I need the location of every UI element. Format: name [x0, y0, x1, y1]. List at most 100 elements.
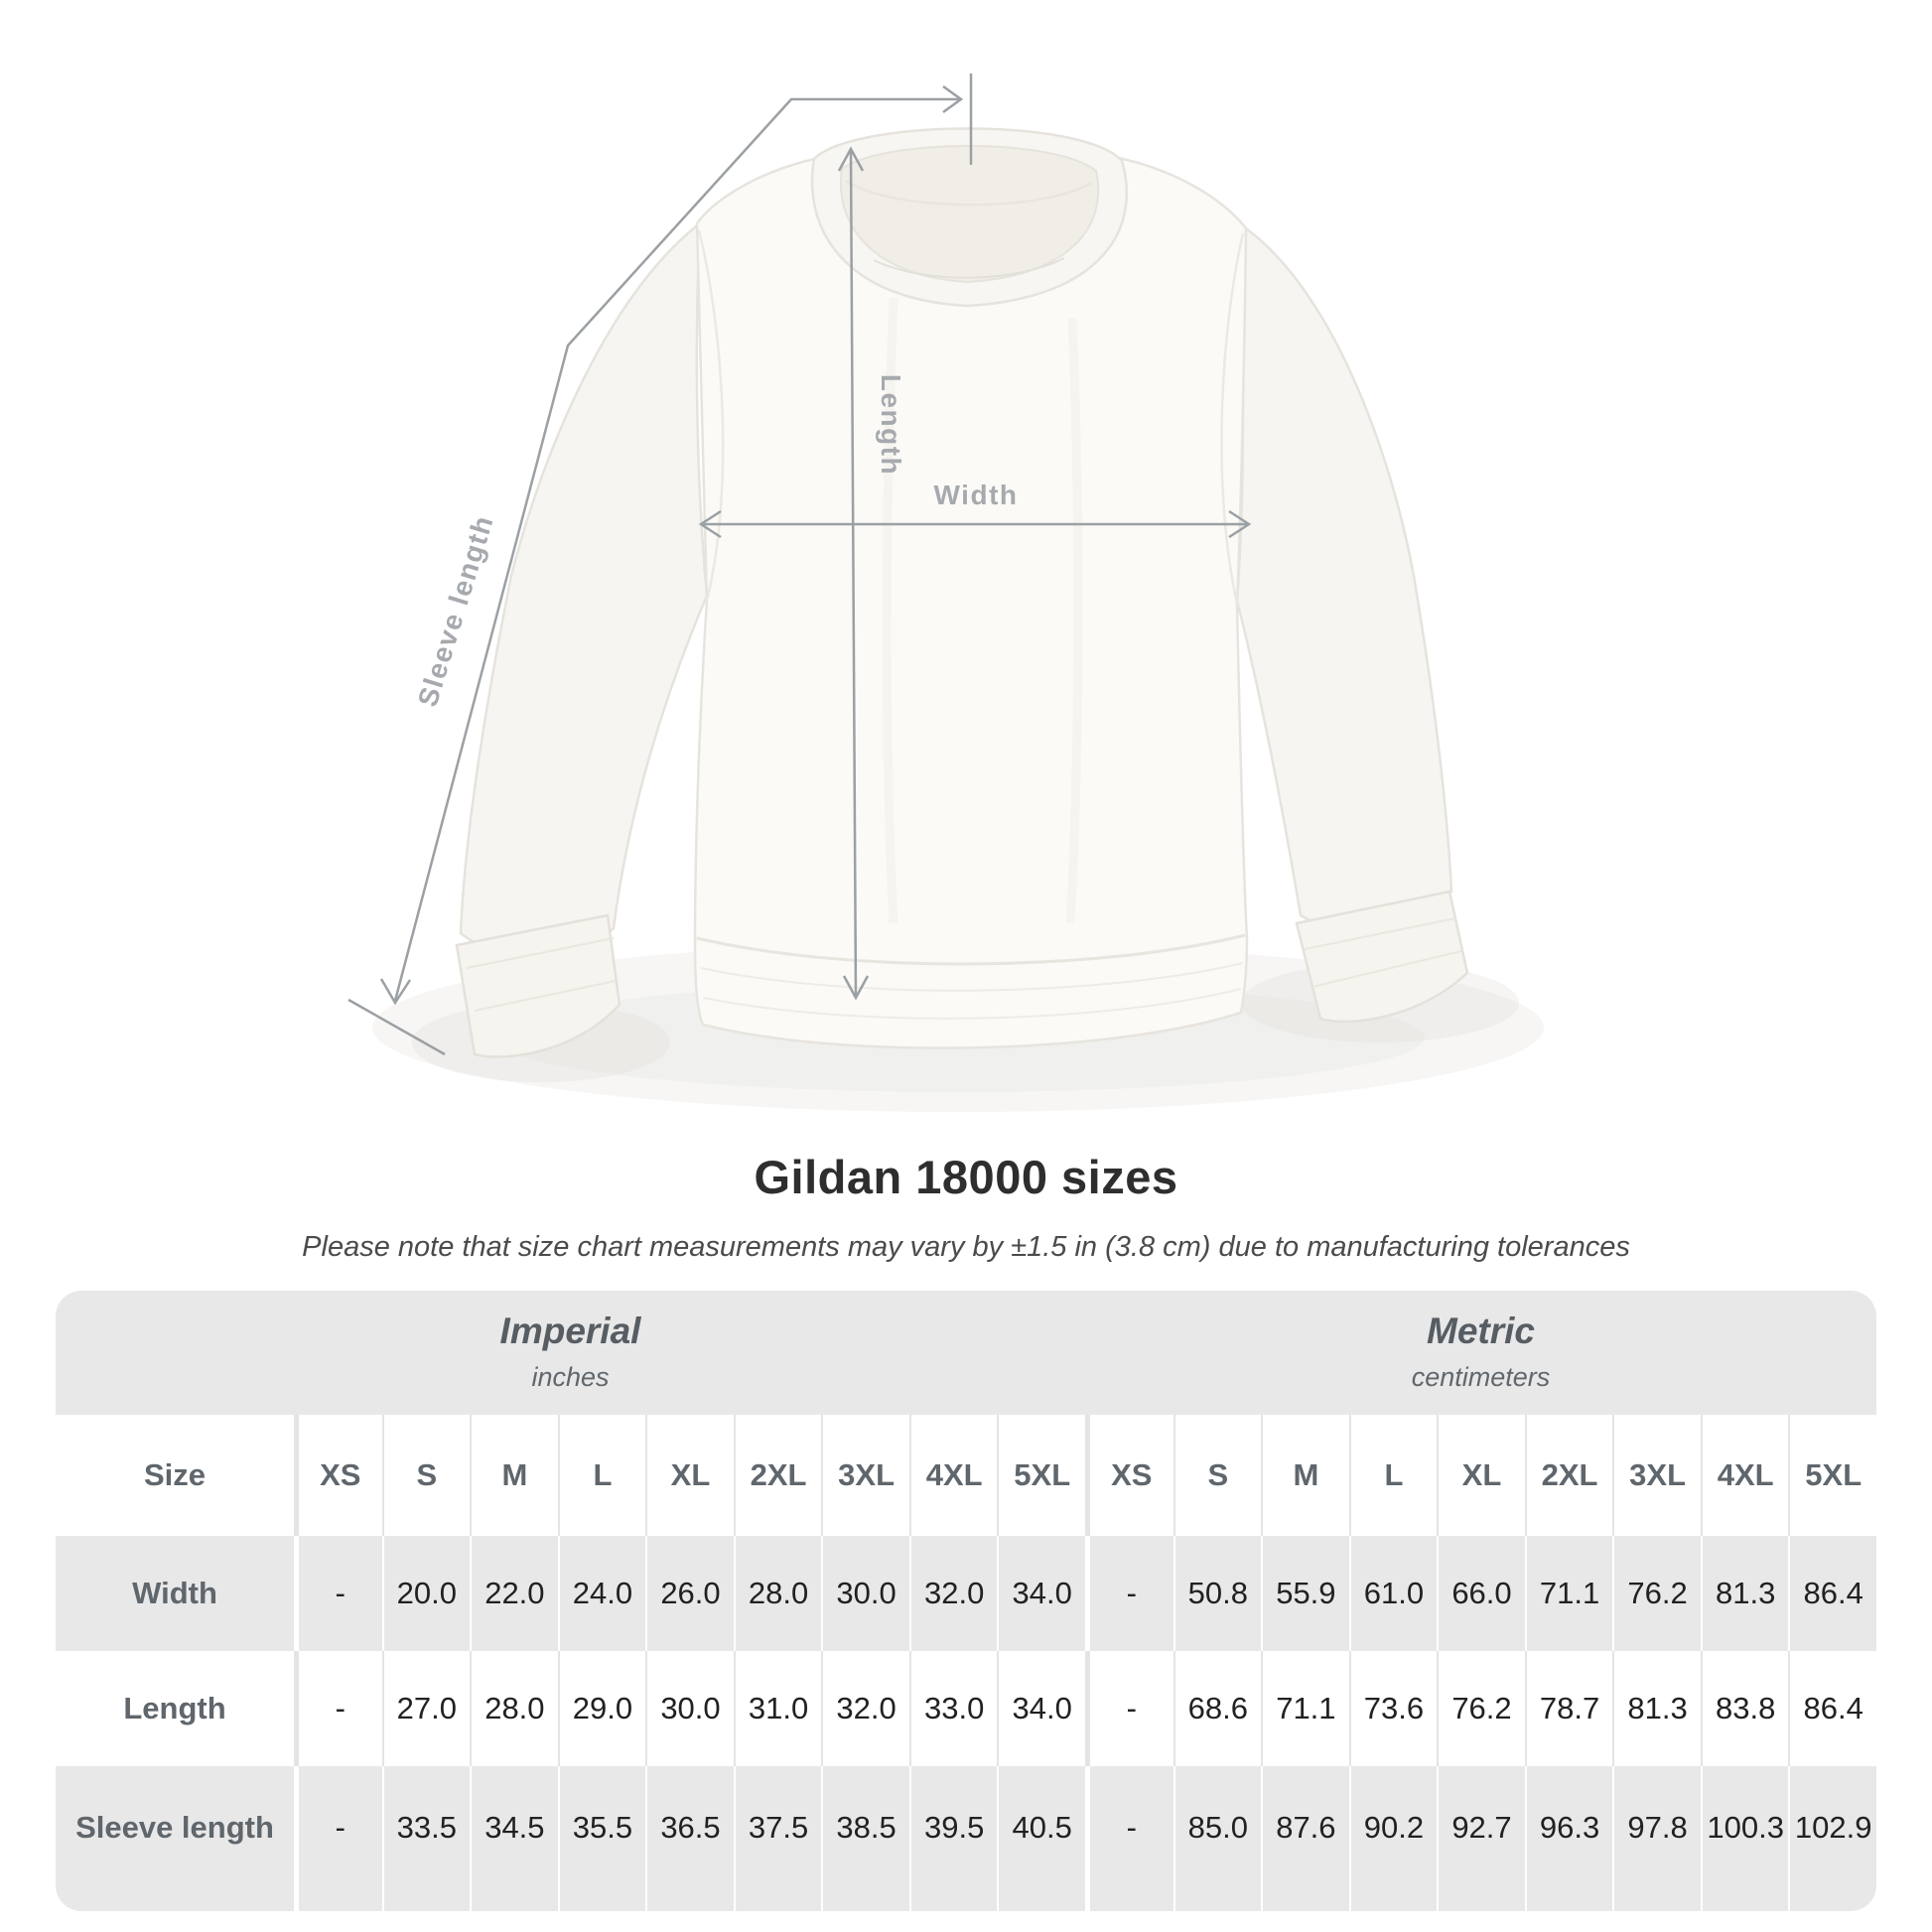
measurement-value: 61.0: [1348, 1536, 1438, 1651]
length-measure-line: [837, 146, 870, 1001]
right-armhole-seam: [1220, 232, 1245, 605]
measurement-value: -: [294, 1766, 382, 1911]
measurement-value: 20.0: [381, 1536, 471, 1651]
width-measure-line: [698, 509, 1252, 539]
size-col-header: S: [1173, 1415, 1262, 1536]
measurement-value: 83.8: [1700, 1651, 1789, 1766]
measurement-value: 96.3: [1524, 1766, 1613, 1911]
imperial-section-unit: inches: [531, 1362, 610, 1392]
measurement-value: 102.9: [1788, 1766, 1876, 1911]
table-row: Sleeve length -33.5 34.5 35.5 36.5 37.5 38.5 39…: [56, 1766, 1876, 1911]
waistband: [696, 933, 1246, 966]
size-col-header: 5XL: [997, 1415, 1085, 1536]
left-cuff: [455, 913, 621, 1058]
measurement-value: 28.0: [470, 1651, 558, 1766]
measurement-value: 100.3: [1700, 1766, 1789, 1911]
row-label: Sleeve length: [75, 1810, 274, 1845]
size-col-header: L: [1348, 1415, 1438, 1536]
left-armhole-seam: [697, 229, 725, 602]
size-col-header: L: [557, 1415, 646, 1536]
right-sleeve: [1235, 223, 1453, 932]
measurement-value: 33.5: [381, 1766, 471, 1911]
row-label: Width: [132, 1576, 217, 1610]
left-sleeve: [459, 220, 709, 960]
measurement-value: 29.0: [557, 1651, 646, 1766]
measurement-value: 24.0: [557, 1536, 646, 1651]
measurement-value: 31.0: [733, 1651, 822, 1766]
size-table: Imperial inches Metric centimeters Size X…: [56, 1291, 1876, 1911]
size-col-header: XL: [1437, 1415, 1525, 1536]
size-col-header: 3XL: [1612, 1415, 1701, 1536]
measurement-value: 34.5: [470, 1766, 558, 1911]
size-col-header: 3XL: [821, 1415, 909, 1536]
measurement-value: 97.8: [1612, 1766, 1701, 1911]
measurement-value: 78.7: [1524, 1651, 1613, 1766]
measurement-value: 76.2: [1612, 1536, 1701, 1651]
size-col-header: 4XL: [908, 1415, 998, 1536]
measurement-value: 33.0: [908, 1651, 998, 1766]
measurement-value: 68.6: [1173, 1651, 1262, 1766]
measurement-value: 39.5: [908, 1766, 998, 1911]
measurement-value: 37.5: [733, 1766, 822, 1911]
imperial-section-title: Imperial: [499, 1311, 641, 1351]
measurement-value: 34.0: [997, 1651, 1085, 1766]
size-table-grid: Size XS S M L XL 2XL 3XL 4XL 5XL XS S M L XL 2XL 3XL 4XL 5…: [56, 1415, 1876, 1911]
size-col-header: 2XL: [1524, 1415, 1613, 1536]
measurement-value: 90.2: [1348, 1766, 1438, 1911]
measurement-value: 86.4: [1788, 1536, 1876, 1651]
measurement-value: 32.0: [908, 1536, 998, 1651]
measurement-value: 30.0: [821, 1536, 909, 1651]
measurement-value: -: [1085, 1766, 1173, 1911]
measurement-value: 71.1: [1261, 1651, 1349, 1766]
tolerance-note: Please note that size chart measurements…: [302, 1231, 1630, 1263]
table-row: Width -20.0 22.0 24.0 26.0 28.0 30.0 32.0 34.0-5…: [56, 1536, 1876, 1651]
measurement-value: 32.0: [821, 1651, 909, 1766]
size-col-header: S: [381, 1415, 471, 1536]
size-col-header: M: [1261, 1415, 1349, 1536]
collar: [810, 127, 1129, 308]
size-col-header: 5XL: [1788, 1415, 1876, 1536]
metric-section-unit: centimeters: [1411, 1362, 1551, 1392]
measurement-value: 81.3: [1612, 1651, 1701, 1766]
size-col-header: M: [470, 1415, 558, 1536]
metric-section-title: Metric: [1427, 1311, 1535, 1351]
measurement-value: -: [294, 1536, 382, 1651]
measurement-value: 73.6: [1348, 1651, 1438, 1766]
sweatshirt-illustration: [455, 127, 1469, 1058]
measurement-value: 85.0: [1173, 1766, 1262, 1911]
measurement-value: -: [1085, 1651, 1173, 1766]
body: [693, 155, 1249, 1049]
size-col-header: XS: [294, 1415, 382, 1536]
sweatshirt-measurement-diagram: Length Width Sleeve length: [347, 73, 1544, 1112]
table-row: Length -27.0 28.0 29.0 30.0 31.0 32.0 33.0 34.0-…: [56, 1651, 1876, 1766]
measurement-value: 28.0: [733, 1536, 822, 1651]
size-header-row: Size XS S M L XL 2XL 3XL 4XL 5XL XS S M L XL 2XL 3XL 4XL 5…: [56, 1415, 1876, 1536]
units-header-band: Imperial inches Metric centimeters: [56, 1291, 1876, 1415]
measurement-value: 26.0: [645, 1536, 734, 1651]
measurement-value: 30.0: [645, 1651, 734, 1766]
size-column-label: Size: [143, 1457, 207, 1492]
measurement-value: 38.5: [821, 1766, 909, 1911]
measurement-value: 86.4: [1788, 1651, 1876, 1766]
imperial-section-header: Imperial inches: [56, 1311, 1085, 1393]
measurement-value: 36.5: [645, 1766, 734, 1911]
sleeve-measure-line: [347, 73, 973, 1056]
length-label: Length: [876, 374, 906, 476]
size-col-header: 2XL: [733, 1415, 822, 1536]
measurement-value: 50.8: [1173, 1536, 1262, 1651]
measurement-value: 76.2: [1437, 1651, 1525, 1766]
measurement-value: -: [1085, 1536, 1173, 1651]
width-label: Width: [934, 480, 1019, 510]
measurement-value: 27.0: [381, 1651, 471, 1766]
size-col-header: 4XL: [1700, 1415, 1789, 1536]
measurement-value: 34.0: [997, 1536, 1085, 1651]
measurement-value: 22.0: [470, 1536, 558, 1651]
measurement-value: 81.3: [1700, 1536, 1789, 1651]
size-col-header: XL: [645, 1415, 734, 1536]
page-title: Gildan 18000 sizes: [754, 1151, 1178, 1203]
row-label: Length: [123, 1691, 226, 1725]
measurement-value: 35.5: [557, 1766, 646, 1911]
measurement-lines: [347, 73, 1252, 1056]
measurement-value: -: [294, 1651, 382, 1766]
